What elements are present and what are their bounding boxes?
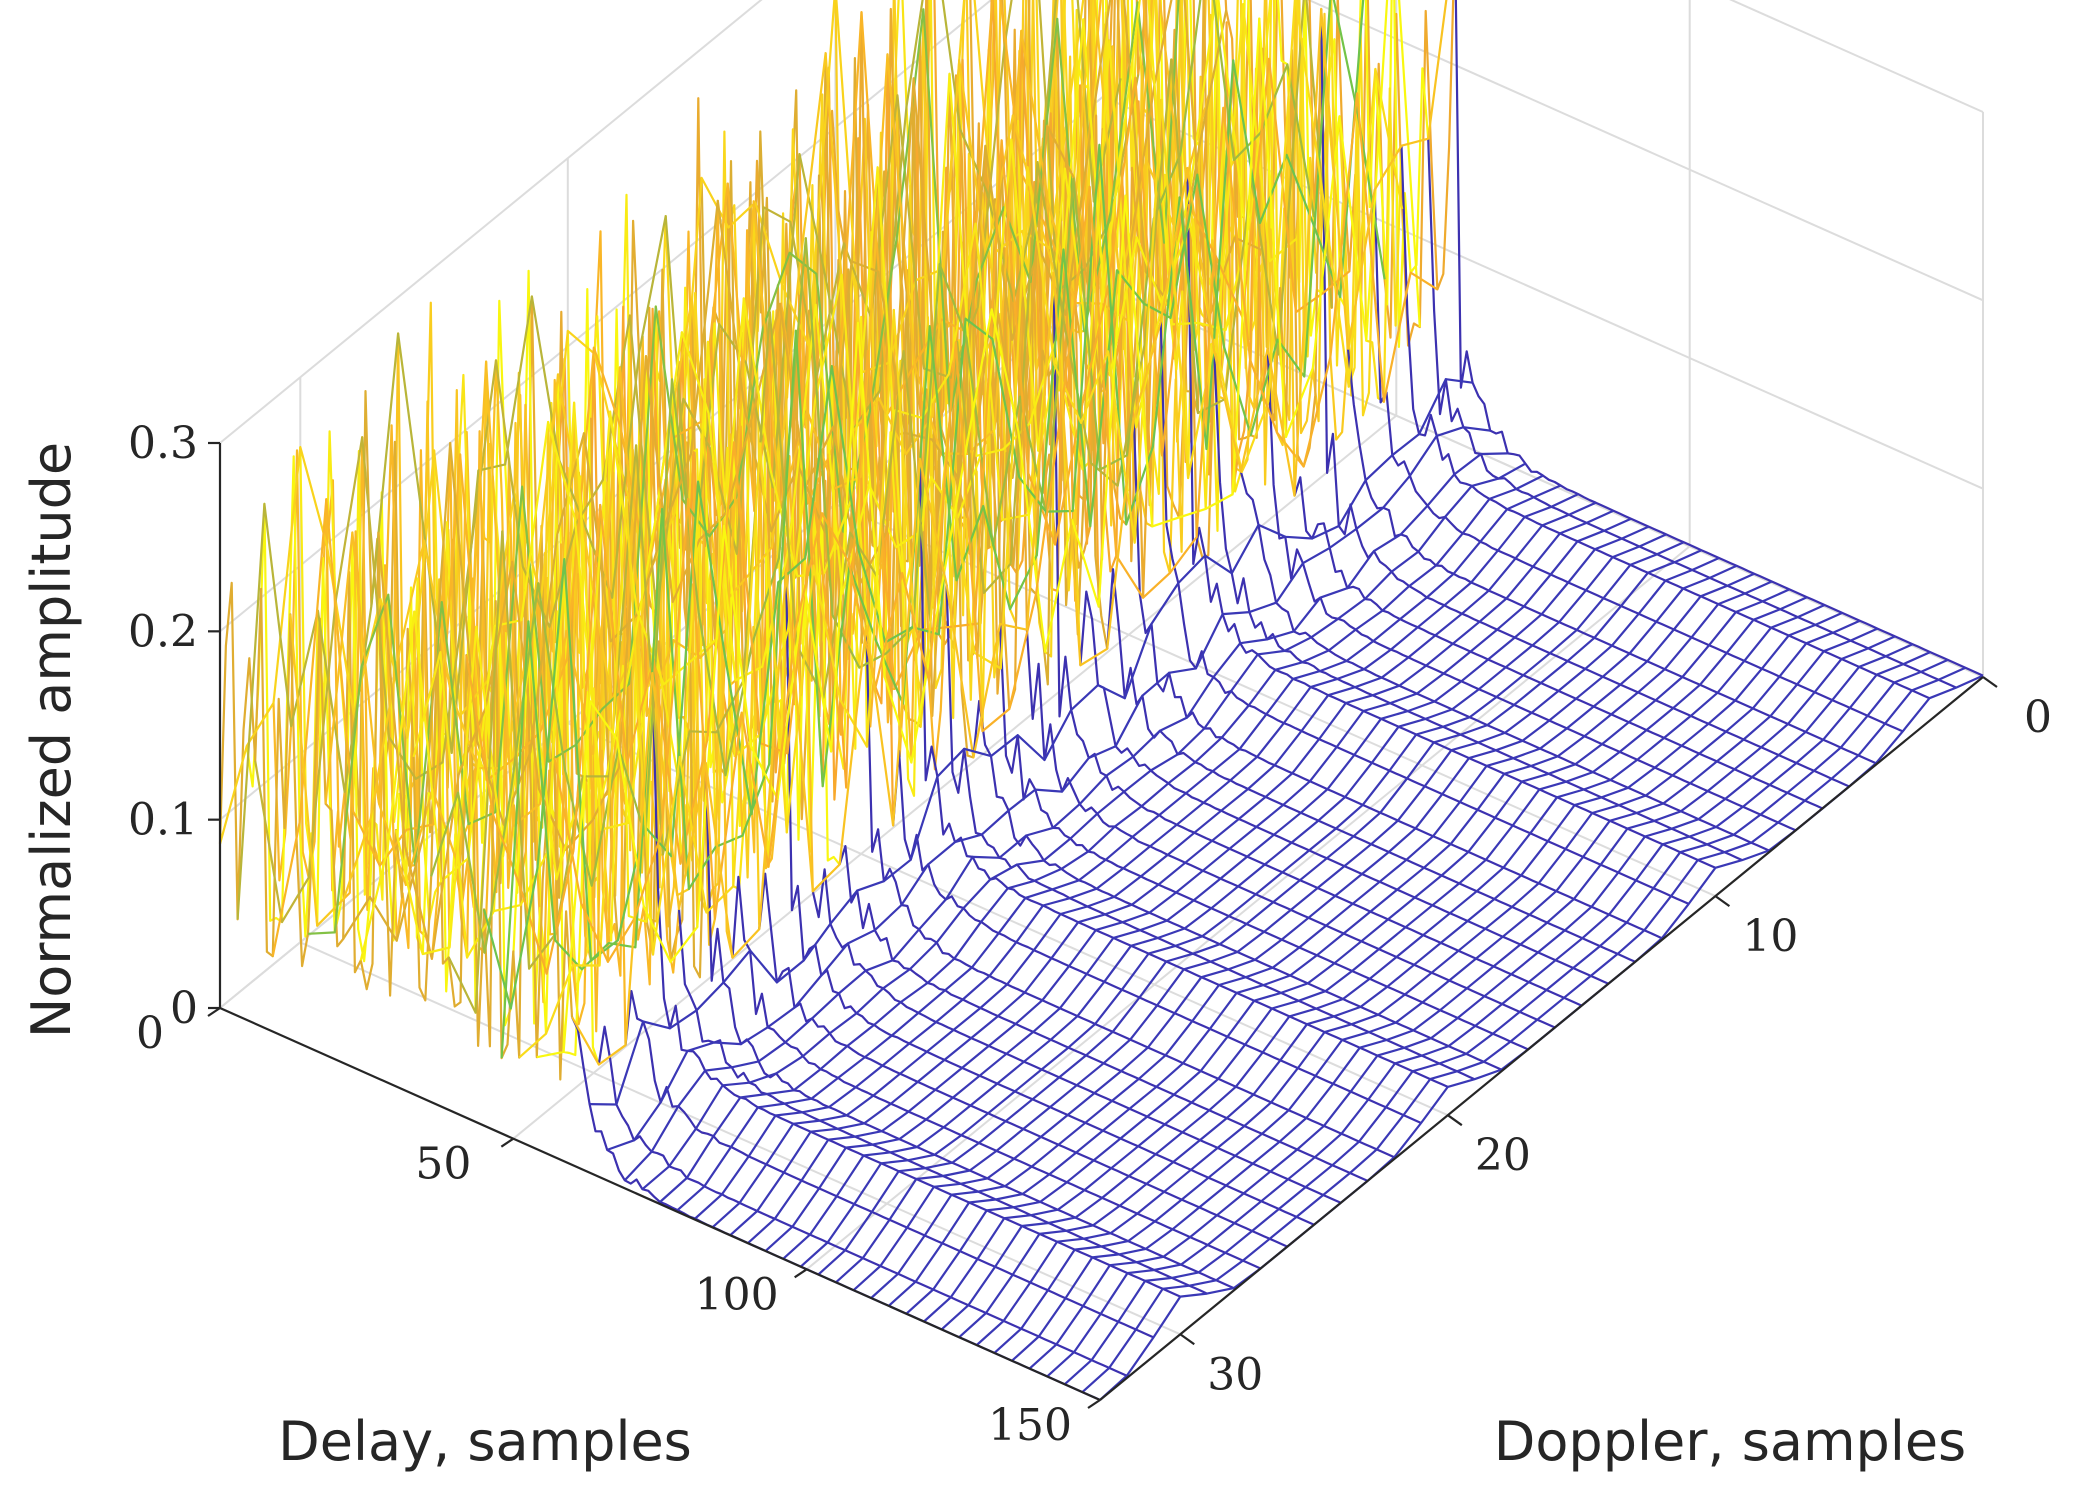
mesh-col-102 xyxy=(817,549,1702,1276)
x-tick-mark-0 xyxy=(207,1007,221,1017)
mesh-col-54 xyxy=(536,0,1421,1059)
axes xyxy=(207,441,1998,1409)
x-axis-label: Delay, samples xyxy=(278,1410,692,1473)
mesh-col-108 xyxy=(852,564,1738,1292)
mesh-col-72 xyxy=(641,462,1526,1191)
mesh-col-138 xyxy=(1028,643,1914,1370)
mesh-col-30 xyxy=(394,0,1272,956)
z-tick-label-1: 0.1 xyxy=(128,795,198,846)
y-tick-mark-1 xyxy=(1714,895,1731,907)
mesh-col-114 xyxy=(888,580,1773,1307)
z-tick-label-3: 0.3 xyxy=(128,418,198,469)
mesh-col-111 xyxy=(870,572,1755,1299)
y-tick-mark-3 xyxy=(1179,1333,1195,1346)
mesh-col-84 xyxy=(712,501,1597,1228)
y-tick-mark-2 xyxy=(1447,1114,1463,1127)
mesh-col-57 xyxy=(553,92,1438,963)
mesh-col-132 xyxy=(993,627,1878,1354)
x-tick-label-3: 150 xyxy=(988,1400,1072,1451)
y-tick-mark-0 xyxy=(1982,676,1998,688)
mesh-row-floor-13 xyxy=(1106,568,1636,963)
x-tick-mark-3 xyxy=(1087,1399,1101,1409)
mesh-row-floor-29 xyxy=(677,909,1208,1295)
mesh-col-129 xyxy=(976,619,1861,1346)
mesh-col-87 xyxy=(729,509,1614,1236)
mesh-col-45 xyxy=(482,0,1365,1010)
mesh-col-69 xyxy=(623,452,1508,1182)
z-tick-label-0: 0 xyxy=(170,983,198,1034)
x-axis-line xyxy=(219,1006,1101,1402)
surface-mesh xyxy=(218,0,1984,1401)
mesh-col-117 xyxy=(905,588,1790,1315)
mesh-row-peaks-5 xyxy=(969,0,1323,468)
z-axis-label: Normalized amplitude xyxy=(20,442,83,1038)
mesh-row-floor-33 xyxy=(571,1016,1101,1401)
x-tick-mark-2 xyxy=(794,1268,808,1279)
mesh-col-93 xyxy=(764,525,1650,1252)
mesh-col-81 xyxy=(694,493,1579,1220)
mesh-col-60 xyxy=(571,0,1448,1066)
mesh-col-75 xyxy=(659,474,1544,1203)
mesh-col-123 xyxy=(940,603,1826,1331)
mesh-col-15 xyxy=(307,0,1180,935)
mesh-col-96 xyxy=(782,533,1667,1260)
mesh-col-141 xyxy=(1046,651,1931,1378)
mesh-col-51 xyxy=(518,0,1404,1059)
tick-labels: 0 50 100 150 0 10 20 30 0 0.1 0.2 0.3 xyxy=(128,418,2052,1451)
mesh-row-peaks-0 xyxy=(1105,0,1455,347)
x-tick-label-1: 50 xyxy=(415,1139,471,1190)
x-tick-label-0: 0 xyxy=(136,1008,164,1059)
z-tick-label-2: 0.2 xyxy=(128,606,198,657)
mesh-col-147 xyxy=(1081,666,1966,1393)
mesh-col-66 xyxy=(606,426,1491,1151)
x-tick-label-2: 100 xyxy=(695,1269,779,1320)
y-tick-label-0: 0 xyxy=(2024,692,2052,743)
mesh-row-floor-14 xyxy=(1079,590,1609,985)
mesh-col-120 xyxy=(923,596,1808,1323)
mesh-col-99 xyxy=(800,541,1685,1268)
mesh-col-42 xyxy=(465,57,1351,975)
y-tick-label-1: 10 xyxy=(1742,911,1798,962)
mesh-col-105 xyxy=(835,556,1720,1284)
y-axis-line xyxy=(1099,676,1984,1401)
mesh-row-floor-19 xyxy=(945,584,1476,1081)
mesh-col-90 xyxy=(747,517,1632,1244)
grid-z-3 xyxy=(219,0,1984,444)
y-axis-label: Doppler, samples xyxy=(1494,1410,1966,1473)
x-tick-mark-1 xyxy=(500,1137,514,1148)
y-tick-label-2: 20 xyxy=(1475,1130,1531,1181)
mesh-col-78 xyxy=(676,484,1562,1211)
mesh-col-126 xyxy=(958,611,1843,1339)
y-tick-label-3: 30 xyxy=(1207,1349,1263,1400)
mesh-col-144 xyxy=(1064,658,1949,1386)
mesh-col-135 xyxy=(1011,635,1896,1362)
mesh-col-63 xyxy=(589,378,1473,1106)
